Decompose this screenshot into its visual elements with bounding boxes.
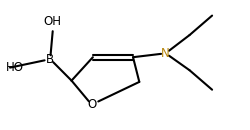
Text: OH: OH <box>44 15 62 28</box>
Text: O: O <box>87 98 96 111</box>
Text: B: B <box>46 53 54 66</box>
Text: HO: HO <box>6 61 24 74</box>
Text: N: N <box>161 47 169 60</box>
